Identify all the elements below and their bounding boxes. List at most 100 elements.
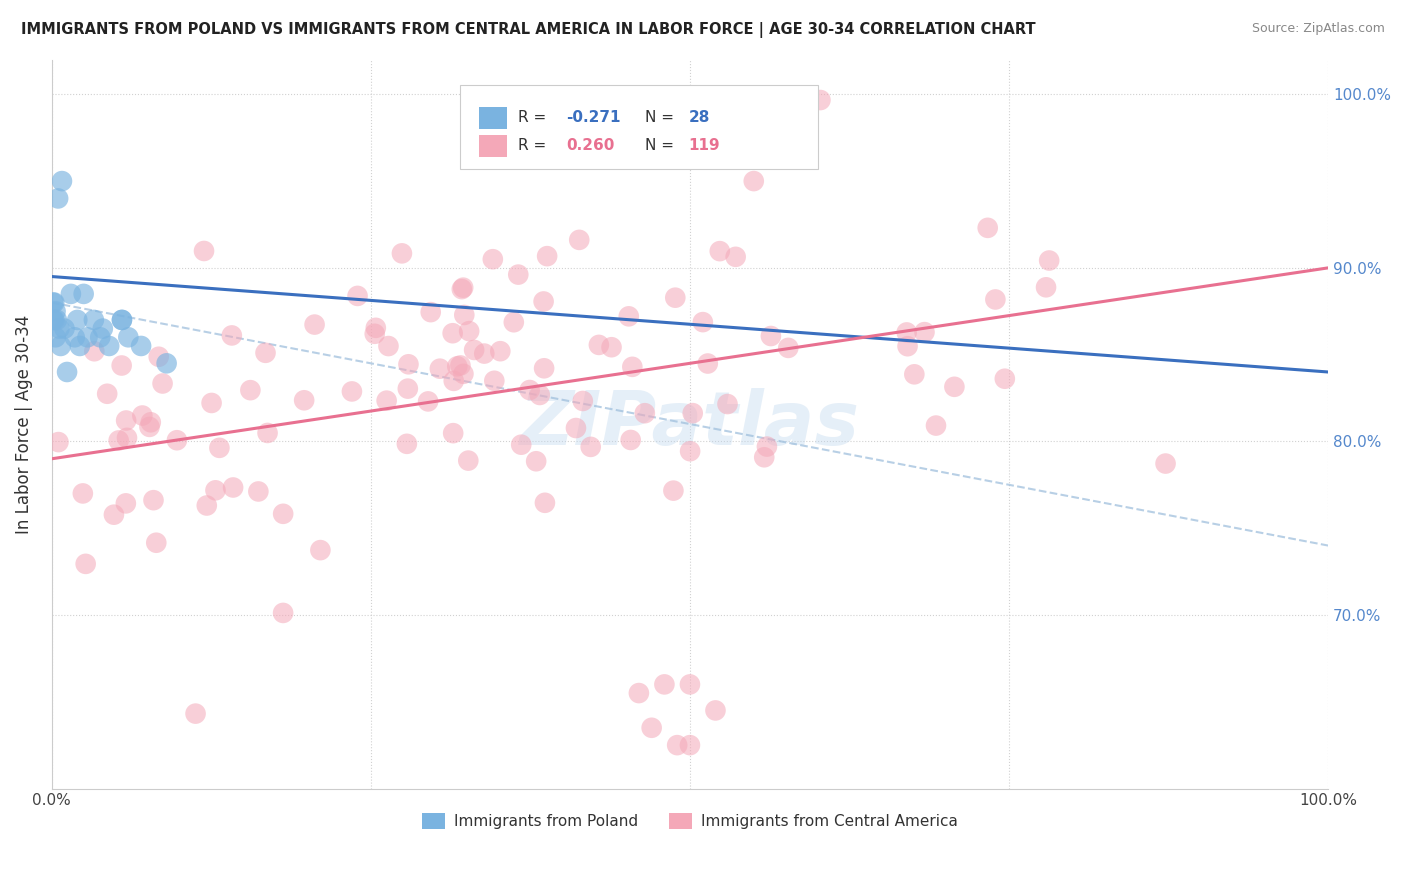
Point xyxy=(42,295,65,310)
Point xyxy=(536,249,558,263)
Point xyxy=(450,282,472,296)
Point xyxy=(254,346,277,360)
Point xyxy=(724,250,747,264)
Point xyxy=(271,606,294,620)
Point xyxy=(994,372,1017,386)
Point xyxy=(565,421,588,435)
Point xyxy=(664,291,686,305)
Point xyxy=(69,339,91,353)
Point xyxy=(508,268,530,282)
Point xyxy=(398,357,420,371)
Point xyxy=(463,343,485,357)
Point xyxy=(534,496,557,510)
Point xyxy=(976,220,998,235)
Point xyxy=(529,388,551,402)
Point xyxy=(145,535,167,549)
Point xyxy=(166,434,188,448)
Point xyxy=(759,329,782,343)
Y-axis label: In Labor Force | Age 30-34: In Labor Force | Age 30-34 xyxy=(15,315,32,533)
Point xyxy=(292,393,315,408)
Point xyxy=(83,313,105,327)
Point xyxy=(755,440,778,454)
Point xyxy=(696,357,718,371)
Point xyxy=(709,244,731,259)
Point xyxy=(579,440,602,454)
Point xyxy=(600,340,623,354)
Point xyxy=(115,413,138,427)
Point xyxy=(117,330,139,344)
Point xyxy=(42,313,65,327)
Text: ZIPatlas: ZIPatlas xyxy=(520,387,860,460)
Point xyxy=(103,508,125,522)
Point xyxy=(44,313,66,327)
Point xyxy=(692,315,714,329)
Point xyxy=(1154,457,1177,471)
Point xyxy=(364,326,387,341)
Point xyxy=(271,507,294,521)
FancyBboxPatch shape xyxy=(460,85,817,169)
Bar xyxy=(479,135,508,157)
Text: N =: N = xyxy=(645,138,679,153)
Point xyxy=(453,367,475,381)
Point xyxy=(396,382,419,396)
Point xyxy=(679,738,702,752)
Point xyxy=(441,326,464,341)
Point xyxy=(193,244,215,258)
Point xyxy=(49,339,72,353)
Point xyxy=(45,330,67,344)
Point xyxy=(239,383,262,397)
Point xyxy=(208,441,231,455)
Point xyxy=(222,481,245,495)
Point xyxy=(679,677,702,691)
Point xyxy=(451,280,474,294)
Point xyxy=(377,339,399,353)
Text: R =: R = xyxy=(517,138,551,153)
Point xyxy=(46,191,69,205)
Point xyxy=(309,543,332,558)
Point xyxy=(107,434,129,448)
Point xyxy=(156,356,179,370)
Point xyxy=(195,499,218,513)
Point xyxy=(129,339,152,353)
Point xyxy=(925,418,948,433)
Point xyxy=(489,344,512,359)
Point xyxy=(48,435,70,450)
Point xyxy=(48,321,70,335)
Point xyxy=(45,313,67,327)
Point xyxy=(416,394,439,409)
Bar xyxy=(479,107,508,128)
Point xyxy=(640,721,662,735)
Point xyxy=(200,396,222,410)
Point xyxy=(83,344,105,359)
Point xyxy=(221,328,243,343)
Point xyxy=(472,346,495,360)
Point xyxy=(443,374,465,388)
Point xyxy=(76,330,98,344)
Point xyxy=(51,174,73,188)
Point xyxy=(754,450,776,465)
Point xyxy=(984,293,1007,307)
Point xyxy=(115,431,138,445)
Point xyxy=(620,433,643,447)
Point xyxy=(72,486,94,500)
Point xyxy=(654,677,676,691)
Point xyxy=(56,365,79,379)
Point xyxy=(482,252,505,267)
Point xyxy=(45,304,67,318)
Point xyxy=(453,308,475,322)
Point xyxy=(896,326,918,340)
Point xyxy=(572,394,595,409)
Point xyxy=(75,557,97,571)
Point xyxy=(457,453,479,467)
Point xyxy=(429,361,451,376)
Point xyxy=(1038,253,1060,268)
Point xyxy=(943,380,966,394)
Point xyxy=(519,383,541,397)
Text: 119: 119 xyxy=(689,138,720,153)
Point xyxy=(449,359,471,373)
Point xyxy=(115,496,138,510)
Point xyxy=(662,483,685,498)
Point xyxy=(44,295,66,310)
Point xyxy=(53,321,76,335)
Point xyxy=(502,315,524,329)
